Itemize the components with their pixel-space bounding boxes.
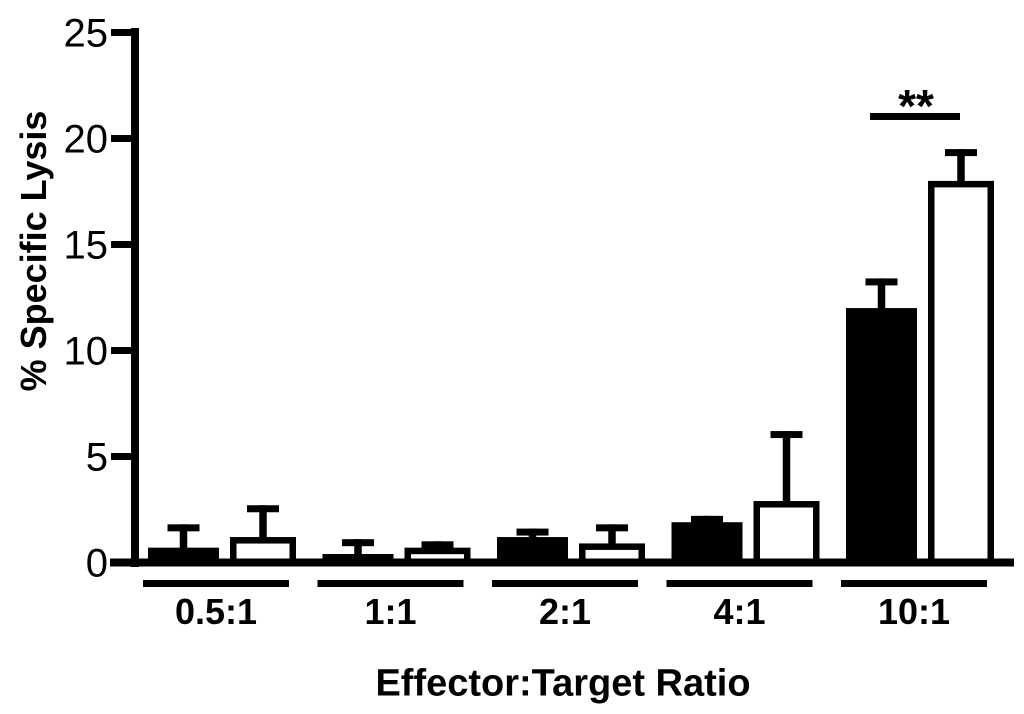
x-axis-line xyxy=(110,558,1014,567)
y-tick-label: 15 xyxy=(64,224,109,268)
error-bar-cap xyxy=(945,149,977,157)
error-bar-stem xyxy=(354,539,362,563)
x-category-label: 2:1 xyxy=(539,591,591,632)
significance-stars: ** xyxy=(898,80,934,132)
group-underline xyxy=(666,580,813,587)
error-bar-cap xyxy=(691,515,723,523)
bar-black xyxy=(671,522,743,566)
x-axis-title: Effector:Target Ratio xyxy=(375,662,751,705)
group-underline xyxy=(841,580,987,587)
error-bar-stem xyxy=(179,524,188,556)
y-axis-tick xyxy=(111,29,135,36)
error-bar-cap xyxy=(516,528,549,536)
group-underline xyxy=(492,580,638,587)
bar-white xyxy=(928,180,994,566)
error-bar-stem xyxy=(608,524,616,552)
error-bar-stem xyxy=(957,149,965,189)
error-bar-stem xyxy=(877,278,886,317)
group-underline xyxy=(143,580,289,587)
x-category-label: 10:1 xyxy=(878,591,950,632)
significance-line xyxy=(870,113,960,120)
error-bar-cap xyxy=(865,278,898,286)
x-category-label: 4:1 xyxy=(713,591,765,632)
y-axis-tick xyxy=(111,453,135,460)
error-bar-stem xyxy=(782,431,791,510)
error-bar-cap xyxy=(247,505,279,513)
y-tick-label: 0 xyxy=(86,542,108,586)
y-tick-label: 5 xyxy=(86,436,108,480)
y-tick-label: 10 xyxy=(64,330,109,374)
y-axis-tick xyxy=(111,135,135,142)
error-bar-stem xyxy=(528,528,537,546)
x-category-label: 1:1 xyxy=(364,591,416,632)
bar-white xyxy=(753,501,820,566)
x-category-label: 0.5:1 xyxy=(175,591,257,632)
y-axis-label: % Specific Lysis xyxy=(13,110,54,392)
error-bar-cap xyxy=(770,431,803,439)
error-bar-stem xyxy=(259,505,267,546)
bar-black xyxy=(846,308,917,566)
error-bar-cap xyxy=(421,541,454,549)
group-underline xyxy=(317,580,464,587)
y-tick-label: 25 xyxy=(64,12,109,56)
error-bar-cap xyxy=(167,524,200,532)
y-axis-tick xyxy=(111,347,135,354)
y-axis-line xyxy=(131,28,139,567)
y-tick-label: 20 xyxy=(64,118,109,162)
error-bar-cap xyxy=(596,524,628,532)
y-axis-tick xyxy=(111,241,135,248)
error-bar-cap xyxy=(342,539,374,547)
